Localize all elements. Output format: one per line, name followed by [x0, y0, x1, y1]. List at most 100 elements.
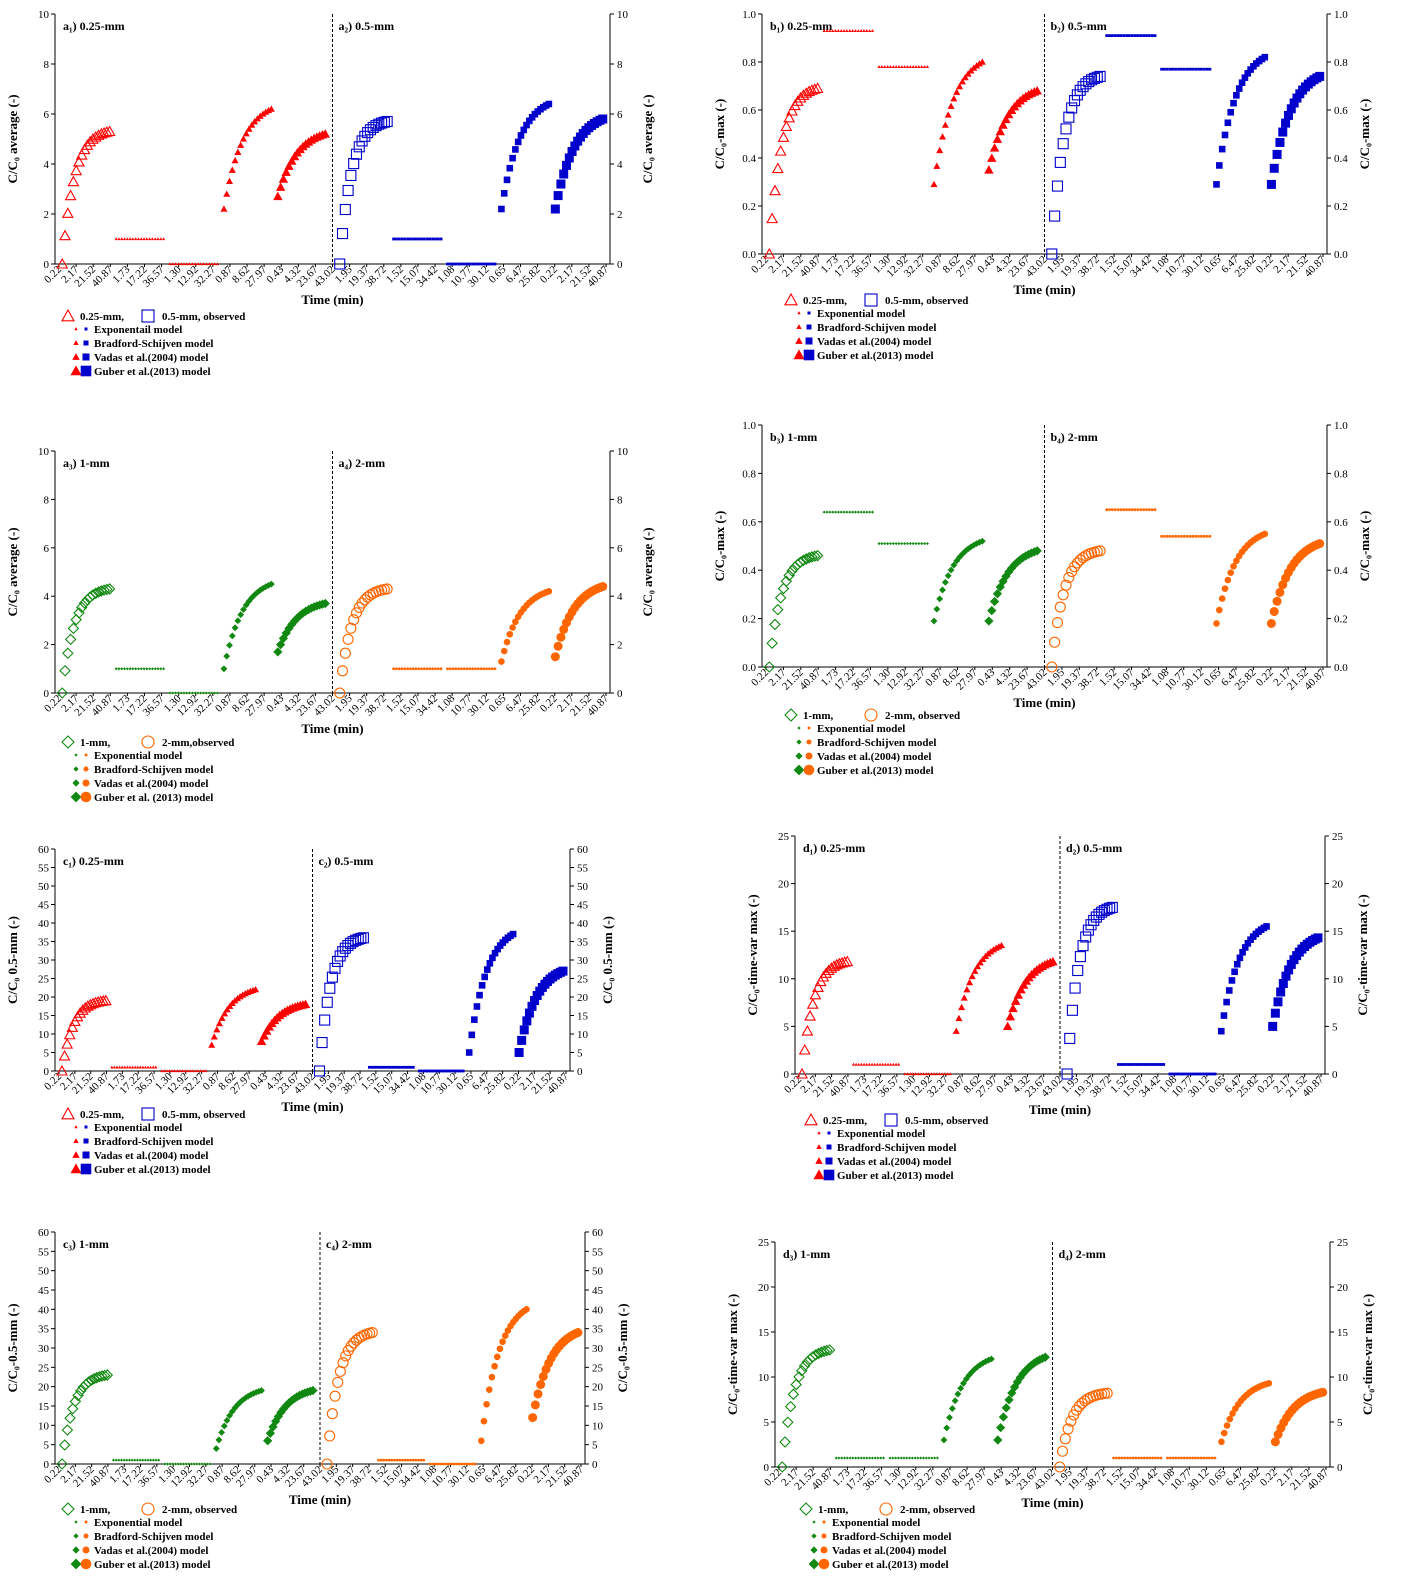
bradford-schijven-marker — [166, 1462, 170, 1466]
guber-model-marker — [1273, 997, 1283, 1007]
y-tick-label-right: 0 — [592, 1459, 598, 1471]
guber-model-marker — [514, 1048, 524, 1058]
sub-panel-label: a₁) 0.25-mm — [63, 19, 125, 33]
bradford-schijven-marker — [189, 1462, 194, 1466]
bradford-schijven-marker — [1177, 1456, 1181, 1460]
exponential-model-marker — [886, 1062, 890, 1066]
exponential-model-marker — [851, 1456, 855, 1460]
vadas-model-marker — [968, 972, 976, 980]
exponential-model-marker — [408, 667, 412, 671]
exponential-model-marker — [1128, 34, 1131, 38]
guber-model-marker — [1032, 85, 1042, 95]
guber-model-marker — [992, 134, 1003, 143]
bradford-schijven-marker — [1203, 1072, 1206, 1076]
observed-marker — [787, 1388, 800, 1401]
exponential-model-marker — [859, 510, 863, 514]
vadas-model-marker — [545, 588, 553, 595]
y-tick-label-right: 35 — [592, 1324, 604, 1336]
vadas-model-marker — [963, 986, 971, 993]
exponential-model-marker — [845, 1456, 849, 1460]
bradford-schijven-marker — [921, 1456, 926, 1460]
bradford-schijven-marker — [1185, 534, 1189, 538]
exponential-model-marker — [856, 510, 860, 514]
observed-marker — [89, 130, 102, 142]
guber-model-marker — [556, 179, 566, 189]
vadas-model-marker — [961, 73, 969, 81]
observed-marker — [806, 998, 819, 1009]
observed-marker — [1057, 589, 1069, 601]
exponential-model-marker — [122, 667, 127, 671]
exponential-model-marker — [862, 510, 866, 514]
legend-model-icon — [74, 753, 78, 757]
bradford-schijven-marker — [908, 1456, 912, 1460]
bradford-schijven-marker — [463, 1462, 466, 1466]
observed-marker — [92, 129, 105, 140]
bradford-schijven-marker — [430, 1069, 434, 1073]
exponential-model-marker — [891, 1062, 896, 1066]
legend-label: 0.25-mm, — [823, 1115, 867, 1127]
guber-model-marker — [553, 641, 563, 651]
sub-panel-label: d₂) 0.5-mm — [1066, 841, 1122, 855]
vadas-model-marker — [218, 1014, 226, 1021]
observed-marker — [103, 125, 116, 137]
observed-marker — [786, 565, 798, 577]
observed-marker — [1088, 72, 1100, 84]
exponential-model-marker — [125, 667, 129, 671]
legend-model-icon — [80, 1163, 92, 1175]
exponential-model-marker — [1149, 1063, 1152, 1066]
exponential-model-marker — [883, 1062, 888, 1066]
guber-model-marker — [995, 126, 1005, 136]
guber-model-marker — [1008, 1003, 1018, 1013]
exponential-model-marker — [1141, 1063, 1144, 1066]
exponential-model-marker — [1147, 508, 1151, 512]
exponential-model-marker — [1115, 1456, 1118, 1460]
legend-model-icon — [73, 1138, 79, 1144]
exponential-model-marker — [831, 510, 835, 514]
y-axis-title: C/C₀ 0.5-mm (-) — [5, 916, 20, 1004]
exponential-model-marker — [159, 667, 163, 671]
observed-marker — [1083, 76, 1095, 88]
exponential-model-marker — [1123, 1456, 1127, 1460]
vadas-model-marker — [951, 1397, 959, 1405]
observed-marker — [355, 932, 367, 945]
bradford-schijven-marker — [1199, 1456, 1203, 1460]
vadas-model-marker — [498, 658, 505, 665]
bradford-schijven-marker — [1197, 67, 1200, 71]
vadas-model-marker — [473, 1003, 481, 1010]
bradford-schijven-marker — [902, 1456, 906, 1460]
vadas-model-marker — [955, 1014, 963, 1022]
y-tick-label: 30 — [38, 1343, 50, 1355]
vadas-model-marker — [958, 78, 966, 85]
legend-observed-icon — [784, 292, 798, 306]
guber-model-marker — [598, 582, 608, 592]
exponential-model-marker — [151, 1065, 155, 1069]
vadas-model-marker — [941, 121, 949, 128]
vadas-model-marker — [1213, 181, 1220, 188]
observed-marker — [103, 583, 116, 595]
exponential-model-marker — [434, 237, 437, 241]
y-axis-title-right: C/C₀-time-var max (-) — [1360, 1294, 1375, 1415]
y-tick-label: 0 — [764, 1462, 770, 1474]
legend-label: 2-mm,observed — [162, 737, 234, 749]
exponential-model-marker — [836, 510, 840, 514]
vadas-model-marker — [940, 1436, 948, 1444]
vadas-model-marker — [933, 605, 941, 613]
guber-model-marker — [259, 1031, 269, 1040]
observed-marker — [808, 550, 821, 563]
y-tick-label-right: 40 — [577, 918, 589, 930]
legend-label: Bradford-Schijven model — [94, 764, 213, 776]
observed-marker — [795, 1364, 808, 1377]
exponential-model-marker — [1122, 1063, 1126, 1066]
y-tick-label-right: 50 — [592, 1266, 604, 1278]
observed-marker — [800, 553, 813, 565]
vadas-model-marker — [939, 133, 947, 140]
bradford-schijven-marker — [894, 1456, 898, 1460]
legend-model-icon — [82, 1546, 90, 1554]
guber-model-marker — [262, 1026, 272, 1035]
bradford-schijven-marker — [447, 1462, 450, 1466]
sub-panel-label: c₄) 2-mm — [326, 1237, 372, 1251]
bradford-schijven-marker — [925, 542, 929, 546]
exponential-model-marker — [873, 1062, 877, 1066]
vadas-model-marker — [976, 959, 984, 966]
observed-marker — [823, 1344, 836, 1356]
